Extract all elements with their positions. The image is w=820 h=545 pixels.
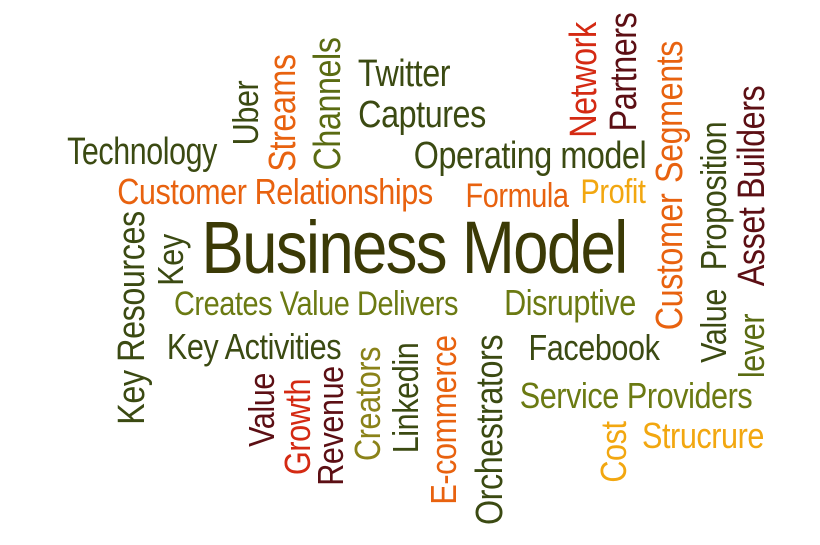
word-facebook: Facebook bbox=[528, 327, 660, 368]
word-value-right: Value bbox=[693, 289, 734, 363]
word-e-commerce: E-commerce bbox=[423, 335, 464, 505]
word-linkedin: Linkedin bbox=[385, 342, 426, 454]
word-segments: Segments bbox=[649, 40, 691, 184]
word-asset-builders: Asset Builders bbox=[731, 85, 773, 287]
word-operating-model: Operating model bbox=[413, 135, 647, 177]
word-network: Network bbox=[563, 22, 605, 138]
word-twitter: Twitter bbox=[357, 53, 451, 95]
word-profit: Profit bbox=[580, 173, 646, 211]
word-customer-relationships: Customer Relationships bbox=[117, 171, 433, 212]
word-revenue: Revenue bbox=[310, 366, 351, 486]
word-uber: Uber bbox=[225, 80, 266, 146]
word-service-providers: Service Providers bbox=[519, 375, 753, 416]
word-key-resources: Key Resources bbox=[111, 211, 153, 425]
word-partners: Partners bbox=[603, 12, 645, 132]
word-strucrure: Strucrure bbox=[641, 415, 765, 456]
word-key-activities: Key Activities bbox=[166, 326, 342, 367]
word-technology: Technology bbox=[67, 131, 217, 173]
word-captures: Captures bbox=[358, 94, 486, 136]
word-disruptive: Disruptive bbox=[504, 282, 636, 323]
word-business-model: Business Model bbox=[201, 206, 628, 289]
word-proposition: Proposition bbox=[693, 121, 734, 271]
word-cost: Cost bbox=[593, 421, 634, 483]
word-formula: Formula bbox=[465, 177, 569, 215]
word-creators: Creators bbox=[347, 347, 388, 461]
word-lever: lever bbox=[731, 313, 772, 379]
word-key: Key bbox=[150, 234, 191, 286]
word-value-left: Value bbox=[241, 373, 282, 447]
word-streams: Streams bbox=[262, 54, 304, 172]
word-creates-value-delivers: Creates Value Delivers bbox=[173, 285, 459, 323]
word-customer: Customer bbox=[649, 193, 691, 331]
word-channels: Channels bbox=[307, 37, 349, 171]
word-orchestrators: Orchestrators bbox=[469, 334, 511, 526]
